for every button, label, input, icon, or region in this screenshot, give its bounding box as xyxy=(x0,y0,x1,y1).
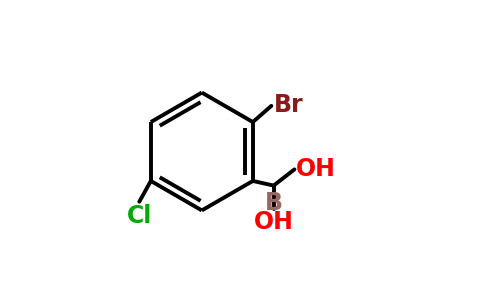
Text: B: B xyxy=(265,191,283,215)
Text: Br: Br xyxy=(273,93,303,117)
Text: OH: OH xyxy=(296,158,335,182)
Text: OH: OH xyxy=(254,210,294,234)
Text: Cl: Cl xyxy=(127,204,152,228)
